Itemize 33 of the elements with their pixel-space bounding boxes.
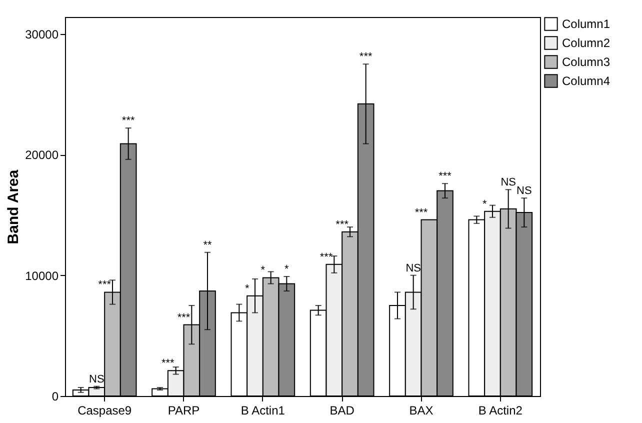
annotation: *** <box>336 218 350 231</box>
y-axis-title: Band Area <box>5 169 22 244</box>
y-tick-label: 10000 <box>25 268 59 283</box>
x-tick-label: BAD <box>330 404 355 418</box>
x-tick-label: Caspase9 <box>78 404 132 418</box>
y-tick-label: 0 <box>52 390 59 404</box>
annotation: *** <box>359 51 373 64</box>
annotation: ** <box>203 239 212 252</box>
y-tick-label: 30000 <box>25 27 59 42</box>
annotation: NS <box>516 185 532 198</box>
legend-label: Column1 <box>562 17 610 31</box>
x-tick-label: PARP <box>168 404 200 418</box>
x-tick-label: BAX <box>409 404 434 418</box>
legend-label: Column4 <box>562 74 610 88</box>
annotation: NS <box>89 373 104 386</box>
annotation: *** <box>414 206 428 219</box>
annotation: NS <box>500 176 516 189</box>
annotation: *** <box>161 358 176 370</box>
x-tick-label: B Actin1 <box>240 404 286 418</box>
x-tick-label: B Actin2 <box>478 404 523 418</box>
legend-label: Column3 <box>562 55 610 69</box>
annotation: *** <box>320 251 334 264</box>
annotation: * <box>260 264 266 277</box>
annotation: *** <box>177 312 191 324</box>
annotation: *** <box>122 115 136 128</box>
annotation: *** <box>98 279 112 292</box>
annotation: *** <box>438 170 452 183</box>
y-tick-label: 20000 <box>25 148 59 162</box>
annotation: NS <box>406 262 421 274</box>
annotation: * <box>244 282 250 295</box>
legend-label: Column2 <box>562 36 610 50</box>
annotation: * <box>482 198 488 210</box>
annotation: * <box>284 264 290 276</box>
